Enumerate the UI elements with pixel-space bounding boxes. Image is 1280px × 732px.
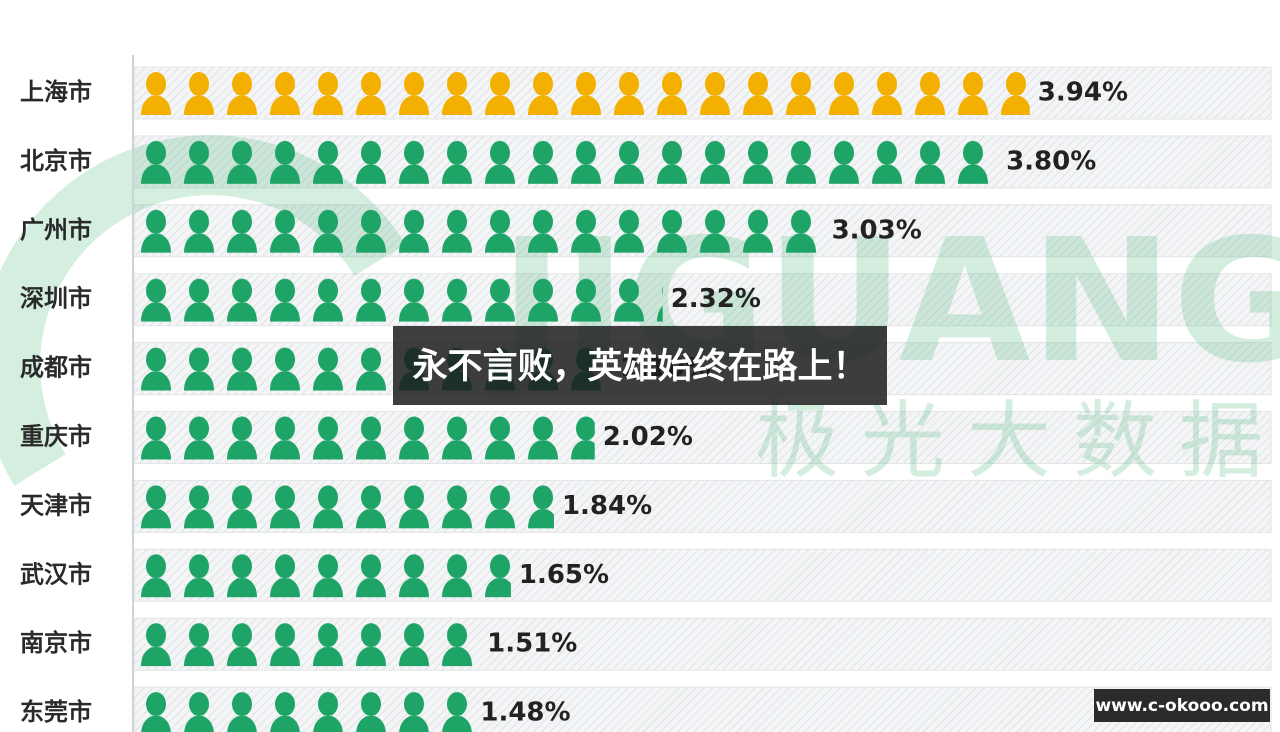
value-label: 1.84% bbox=[562, 491, 652, 521]
icon-row bbox=[137, 208, 824, 253]
category-label: 上海市 bbox=[20, 78, 92, 106]
icon-row bbox=[137, 415, 595, 460]
bar bbox=[137, 553, 511, 598]
category-label: 深圳市 bbox=[20, 285, 92, 313]
badge-text: www.c-okooo.com bbox=[1095, 696, 1268, 716]
value-label: 3.94% bbox=[1038, 78, 1128, 108]
bar bbox=[137, 277, 663, 322]
value-label: 3.03% bbox=[832, 215, 922, 245]
category-label: 北京市 bbox=[20, 147, 92, 175]
icon-row bbox=[137, 139, 999, 184]
overlay-text: 永不言败，英雄始终在路上！ bbox=[412, 347, 867, 387]
icon-row bbox=[137, 622, 480, 667]
watermark-chinese: 极光大数据 bbox=[755, 392, 1280, 490]
value-label: 1.48% bbox=[480, 698, 570, 728]
value-label: 1.65% bbox=[519, 560, 609, 590]
category-label: 成都市 bbox=[20, 354, 92, 382]
category-label: 南京市 bbox=[20, 629, 92, 657]
bar bbox=[137, 208, 824, 253]
category-label: 广州市 bbox=[20, 216, 92, 244]
icon-row bbox=[137, 484, 554, 529]
value-label: 1.51% bbox=[487, 629, 577, 659]
bar bbox=[137, 691, 473, 732]
bar bbox=[137, 622, 480, 667]
category-label: 重庆市 bbox=[20, 423, 92, 451]
plot: 上海市3.94%北京市3.80%广州市3.03%深圳市2.32%成都市2.10%… bbox=[20, 71, 1128, 732]
bar bbox=[137, 71, 1030, 115]
overlay-box bbox=[393, 326, 887, 405]
icon-row bbox=[137, 553, 511, 598]
bar bbox=[137, 139, 999, 184]
watermark-logo bbox=[0, 135, 406, 486]
site-badge: www.c-okooo.com bbox=[1094, 689, 1270, 722]
bar bbox=[137, 484, 554, 529]
category-label: 武汉市 bbox=[20, 560, 92, 588]
bar bbox=[137, 415, 595, 460]
badge-box bbox=[1094, 689, 1270, 722]
icon-row bbox=[137, 277, 663, 322]
overlay-banner: 永不言败，英雄始终在路上！ bbox=[393, 326, 887, 405]
value-label: 2.02% bbox=[603, 422, 693, 452]
icon-row bbox=[137, 71, 1030, 115]
icon-row bbox=[137, 691, 473, 732]
category-label: 天津市 bbox=[20, 491, 92, 519]
value-label: 2.32% bbox=[671, 284, 761, 314]
value-label: 3.80% bbox=[1006, 146, 1096, 176]
category-label: 东莞市 bbox=[20, 698, 92, 726]
